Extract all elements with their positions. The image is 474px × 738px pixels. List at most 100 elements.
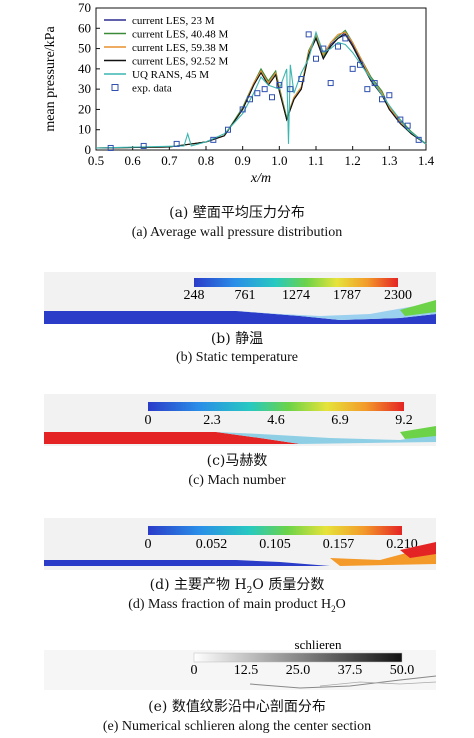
mach-field-mid <box>216 432 436 444</box>
legend-entry: current LES, 92.52 M <box>132 56 228 68</box>
colorbar-tick-label: 25.0 <box>286 663 311 678</box>
colorbar-tick-label: 248 <box>184 288 205 303</box>
legend-entry: exp. data <box>132 83 172 95</box>
legend-entry: current LES, 40.48 M <box>132 29 228 41</box>
exp-data-point <box>327 80 334 87</box>
colorbar-tick-label: 4.6 <box>267 413 285 428</box>
caption-c-en: (c) Mach number <box>188 473 286 488</box>
colorbar-tick-label: 12.5 <box>234 663 259 678</box>
y-tick-label: 60 <box>78 20 91 35</box>
exp-data-point <box>140 142 147 149</box>
colorbar-tick-label: 1787 <box>333 288 361 303</box>
x-tick-label: 0.9 <box>235 153 251 168</box>
schlieren-contour: schlieren 0 12.5 25.0 37.5 50.0 <box>44 638 437 690</box>
y-tick-label: 20 <box>78 101 91 116</box>
caption-d-zh: (d) 主要产物 H2O 质量分数 <box>149 577 325 596</box>
x-tick-label: 0.7 <box>161 153 178 168</box>
mach-field-high <box>44 432 300 444</box>
exp-data-point <box>371 80 378 87</box>
h2o-contour: 0 0.052 0.105 0.157 0.210 <box>44 518 436 570</box>
y-tick-label: 70 <box>78 0 91 15</box>
exp-data-point <box>269 94 275 101</box>
y-tick-label: 0 <box>85 142 92 157</box>
exp-data-point <box>239 106 246 113</box>
x-tick-label: 0.6 <box>125 153 142 168</box>
y-tick-label: 50 <box>78 41 91 56</box>
exp-data-point <box>404 122 411 129</box>
temperature-colorbar-ticks: 248 761 1274 1787 2300 <box>184 288 413 303</box>
exp-data-point <box>386 92 393 99</box>
exp-data-point <box>173 140 180 147</box>
schlieren-colorbar-ticks: 0 12.5 25.0 37.5 50.0 <box>191 663 415 678</box>
h2o-field-high <box>330 546 436 566</box>
h2o-field-low <box>44 560 330 566</box>
x-tick-label: 0.8 <box>198 153 214 168</box>
colorbar-tick-label: 0.105 <box>259 537 291 552</box>
legend-entry: current LES, 23 M <box>132 15 215 27</box>
h2o-colorbar <box>148 526 402 535</box>
exp-data-point <box>320 45 327 52</box>
exp-data-point <box>364 86 371 93</box>
colorbar-tick-label: 0 <box>191 663 198 678</box>
mach-colorbar-ticks: 0 2.3 4.6 6.9 9.2 <box>145 413 413 428</box>
y-tick-label: 40 <box>78 61 91 76</box>
exp-data-point <box>276 82 283 89</box>
exp-data-point <box>397 116 404 123</box>
exp-data-point <box>254 90 261 97</box>
colorbar-tick-label: 2.3 <box>203 413 221 428</box>
y-tick-label: 30 <box>78 81 91 96</box>
x-tick-label: 1.1 <box>308 153 324 168</box>
colorbar-tick-label: 1274 <box>282 288 310 303</box>
series-line-4 <box>95 30 427 149</box>
y-axis-label: mean pressure/kPa <box>43 26 58 132</box>
colorbar-tick-label: 50.0 <box>390 663 415 678</box>
schlieren-colorbar <box>193 652 403 663</box>
exp-data-point <box>210 136 217 143</box>
caption-c-zh: (c)马赫数 <box>206 453 268 469</box>
caption-e-zh: (e) 数值纹影沿中心剖面分布 <box>148 699 326 715</box>
exp-data-point <box>349 65 356 72</box>
exp-data-point <box>313 55 319 62</box>
caption-a-en: (a) Average wall pressure distribution <box>131 225 343 240</box>
mach-colorbar <box>148 402 404 411</box>
caption-d-en: (d) Mass fraction of main product H2O <box>128 597 346 614</box>
y-tick-label: 10 <box>78 122 91 137</box>
legend-entry: UQ RANS, 45 M <box>132 69 209 81</box>
colorbar-tick-label: 0.052 <box>196 537 228 552</box>
colorbar-tick-label: 9.2 <box>395 413 413 428</box>
exp-data-point <box>247 96 253 103</box>
x-tick-label: 1.4 <box>418 153 435 168</box>
exp-data-point <box>287 86 294 93</box>
exp-data-point <box>225 126 231 133</box>
plot-frame <box>95 7 427 151</box>
colorbar-tick-label: 0.157 <box>323 537 355 552</box>
caption-e-en: (e) Numerical schlieren along the center… <box>102 719 372 734</box>
x-tick-label: 1.2 <box>345 153 361 168</box>
legend-marker <box>111 84 119 91</box>
exp-data-point <box>335 43 341 50</box>
exp-data-point <box>107 144 114 151</box>
x-tick-label: 1.3 <box>381 153 397 168</box>
temperature-field-cold <box>44 311 436 324</box>
exp-data-point <box>342 35 349 42</box>
colorbar-tick-label: 6.9 <box>331 413 349 428</box>
mach-contour: 0 2.3 4.6 6.9 9.2 <box>44 394 436 446</box>
caption-a-zh: (a) 壁面平均压力分布 <box>169 205 305 221</box>
temperature-colorbar <box>194 278 398 287</box>
exp-data-point <box>298 76 305 82</box>
x-tick-label: 1.0 <box>271 153 287 168</box>
schlieren-title: schlieren <box>295 638 342 652</box>
exp-data-point <box>415 136 422 143</box>
x-axis-label: x/m <box>250 171 271 186</box>
colorbar-tick-label: 0 <box>145 537 152 552</box>
colorbar-tick-label: 0 <box>145 413 152 428</box>
temperature-contour: 248 761 1274 1787 2300 <box>44 272 436 324</box>
exp-data-point <box>379 96 385 103</box>
x-tick-label: 0.5 <box>88 153 104 168</box>
caption-b-zh: (b) 静温 <box>210 331 264 347</box>
temperature-field-mid <box>236 302 436 320</box>
caption-b-en: (b) Static temperature <box>175 350 299 365</box>
colorbar-tick-label: 37.5 <box>338 663 363 678</box>
legend-entry: current LES, 59.38 M <box>132 42 228 54</box>
h2o-colorbar-ticks: 0 0.052 0.105 0.157 0.210 <box>145 537 418 552</box>
